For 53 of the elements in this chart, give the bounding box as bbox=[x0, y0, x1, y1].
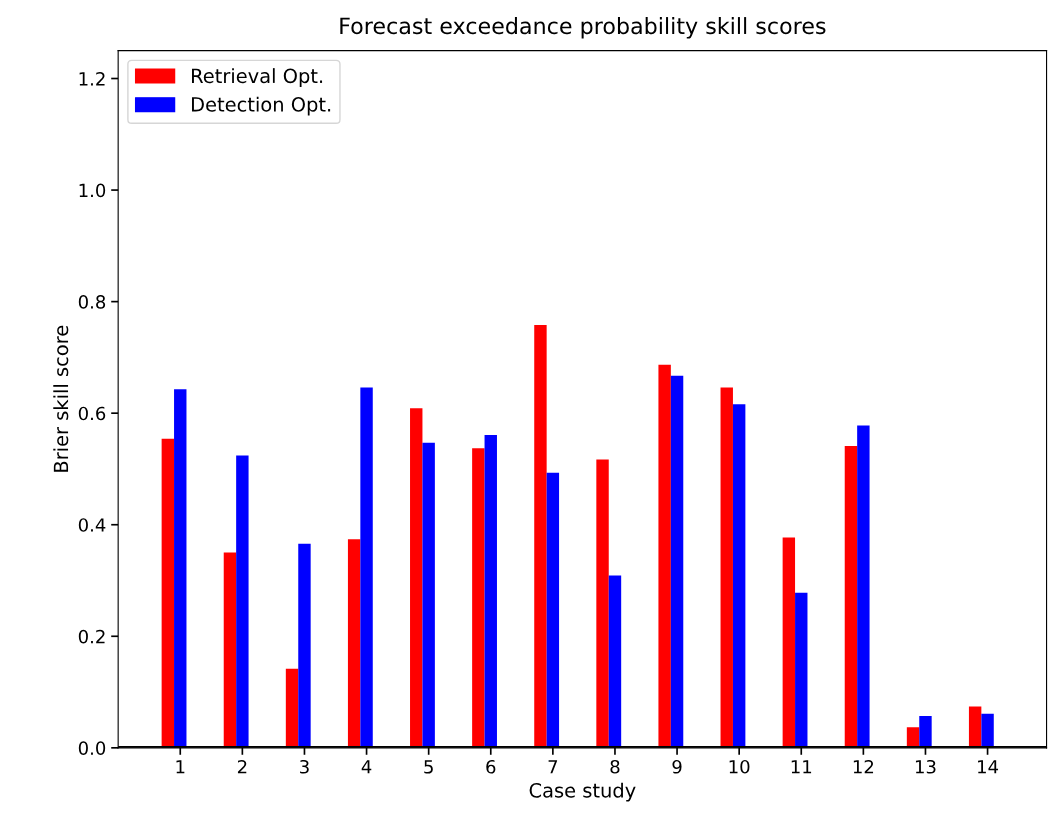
bar bbox=[546, 472, 560, 748]
bar bbox=[844, 446, 858, 748]
bar bbox=[720, 387, 733, 748]
bar bbox=[919, 716, 932, 748]
bar bbox=[596, 459, 609, 748]
bar bbox=[360, 387, 373, 748]
x-tick-label: 12 bbox=[853, 759, 874, 774]
x-tick-label: 3 bbox=[300, 759, 309, 774]
bar bbox=[732, 404, 746, 748]
x-tick-label: 8 bbox=[610, 759, 620, 774]
legend-label: Retrieval Opt. bbox=[192, 68, 323, 87]
bar bbox=[608, 575, 622, 748]
bar bbox=[795, 592, 808, 748]
bar bbox=[534, 325, 547, 748]
bar bbox=[857, 425, 870, 748]
x-tick-label: 2 bbox=[237, 759, 247, 774]
x-tick-label: 1 bbox=[176, 760, 185, 774]
y-tick-label: 0.8 bbox=[78, 295, 106, 309]
y-tick-label: 1.2 bbox=[79, 71, 105, 86]
y-tick-label: 1.0 bbox=[79, 183, 106, 198]
x-tick-label: 7 bbox=[548, 760, 558, 774]
bar bbox=[236, 455, 249, 748]
y-tick-label: 0.4 bbox=[78, 518, 106, 532]
x-tick-label: 5 bbox=[424, 760, 433, 774]
bar bbox=[981, 713, 994, 748]
x-tick-label: 13 bbox=[915, 759, 936, 774]
bar bbox=[484, 434, 497, 748]
legend-label: Detection Opt. bbox=[192, 96, 331, 116]
bar bbox=[161, 438, 175, 748]
bar bbox=[422, 442, 435, 748]
y-tick-label: 0.0 bbox=[78, 741, 106, 755]
bar bbox=[968, 706, 982, 748]
y-axis-title: Brier skill score bbox=[53, 325, 69, 472]
y-tick-label: 0.6 bbox=[78, 406, 106, 421]
bar bbox=[658, 364, 671, 748]
x-tick-label: 4 bbox=[361, 760, 372, 774]
chart-title: Forecast exceedance probability skill scores bbox=[340, 17, 826, 39]
bar bbox=[410, 408, 423, 748]
bar bbox=[347, 539, 361, 748]
x-tick-label: 10 bbox=[729, 759, 750, 774]
y-tick-label: 0.2 bbox=[78, 629, 105, 644]
bar bbox=[223, 552, 237, 748]
bar bbox=[298, 543, 311, 748]
x-tick-label: 11 bbox=[791, 760, 812, 774]
x-tick-label: 14 bbox=[978, 760, 999, 774]
bar bbox=[285, 668, 299, 748]
bar bbox=[670, 375, 684, 748]
x-axis-title: Case study bbox=[529, 782, 636, 802]
bar bbox=[472, 448, 485, 748]
x-tick-label: 9 bbox=[672, 759, 682, 774]
x-tick-label: 6 bbox=[486, 759, 496, 774]
bar bbox=[174, 389, 187, 748]
bar bbox=[782, 537, 796, 748]
